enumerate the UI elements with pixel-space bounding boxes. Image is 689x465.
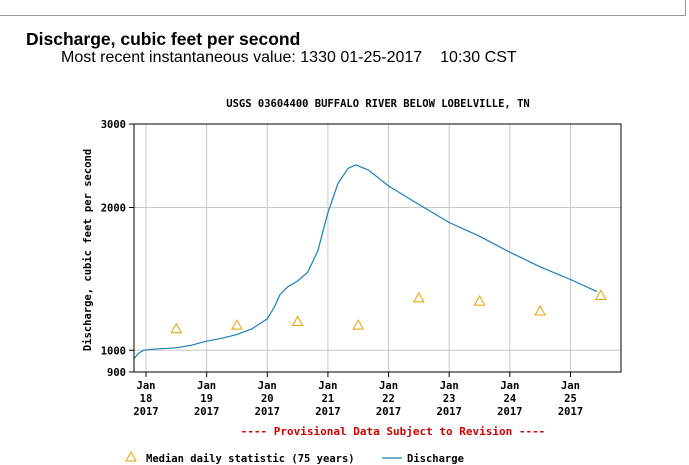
y-tick-label: 900 bbox=[107, 367, 126, 379]
x-tick-label: 2017 bbox=[194, 406, 219, 418]
x-tick-label: 19 bbox=[200, 393, 213, 405]
y-tick-label: 3000 bbox=[101, 119, 126, 131]
top-frame-edge bbox=[0, 0, 686, 16]
discharge-series-line bbox=[133, 164, 598, 360]
x-tick-label: 2017 bbox=[376, 406, 401, 418]
median-triangle-marker bbox=[594, 289, 607, 300]
x-tick-label: Jan bbox=[318, 380, 337, 392]
y-tick-label: 2000 bbox=[101, 203, 126, 215]
x-tick-label: 2017 bbox=[255, 406, 280, 418]
y-tick-label: 1000 bbox=[101, 345, 126, 357]
legend-discharge-label: Discharge bbox=[407, 453, 464, 465]
x-tick-label: 25 bbox=[564, 393, 577, 405]
median-markers bbox=[170, 289, 607, 334]
x-tick-label: 2017 bbox=[133, 406, 158, 418]
x-tick-label: Jan bbox=[379, 380, 398, 392]
median-triangle-marker bbox=[352, 319, 365, 330]
median-triangle-marker bbox=[170, 322, 183, 334]
legend: Median daily statistic (75 years) Discha… bbox=[125, 450, 464, 465]
y-axis-label: Discharge, cubic feet per second bbox=[82, 149, 94, 351]
x-tick-label: 2017 bbox=[437, 406, 462, 418]
x-tick-label: 2017 bbox=[558, 406, 583, 418]
most-recent-value: Most recent instantaneous value: 1330 01… bbox=[61, 49, 517, 67]
x-tick-label: Jan bbox=[440, 380, 459, 392]
recent-label: Most recent instantaneous value: bbox=[61, 49, 296, 66]
page-title: Discharge, cubic feet per second bbox=[26, 29, 301, 49]
x-tick-label: 2017 bbox=[315, 406, 340, 418]
x-tick-label: 23 bbox=[443, 393, 456, 405]
x-tick-label: 24 bbox=[504, 393, 517, 405]
x-tick-label: 18 bbox=[140, 393, 153, 405]
provisional-note: ---- Provisional Data Subject to Revisio… bbox=[241, 425, 546, 438]
x-tick-label: 21 bbox=[322, 393, 335, 405]
median-triangle-marker bbox=[413, 291, 425, 303]
x-tick-label: 20 bbox=[261, 393, 274, 405]
y-axis-ticks: 900 1000 2000 3000 bbox=[101, 119, 134, 379]
x-tick-label: Jan bbox=[137, 380, 156, 392]
recent-time: 10:30 CST bbox=[440, 49, 517, 66]
median-triangle-marker bbox=[231, 319, 243, 330]
median-triangle-marker bbox=[473, 295, 486, 306]
median-triangle-marker bbox=[291, 315, 304, 327]
x-tick-label: Jan bbox=[500, 380, 519, 392]
x-tick-label: Jan bbox=[197, 380, 216, 392]
x-axis-ticks: Jan182017Jan192017Jan202017Jan212017Jan2… bbox=[133, 372, 583, 418]
x-tick-label: Jan bbox=[561, 380, 580, 392]
x-tick-label: 2017 bbox=[497, 406, 522, 418]
grid-lines bbox=[134, 124, 621, 372]
legend-median-label: Median daily statistic (75 years) bbox=[146, 453, 355, 465]
median-triangle-marker bbox=[534, 305, 546, 316]
x-tick-label: 22 bbox=[382, 393, 395, 405]
plot-area-frame bbox=[133, 123, 622, 373]
chart-title: USGS 03604400 BUFFALO RIVER BELOW LOBELV… bbox=[226, 98, 529, 110]
x-tick-label: Jan bbox=[258, 380, 277, 392]
legend-triangle-icon bbox=[125, 450, 137, 462]
recent-date: 01-25-2017 bbox=[340, 49, 423, 66]
recent-value: 1330 bbox=[300, 49, 336, 66]
